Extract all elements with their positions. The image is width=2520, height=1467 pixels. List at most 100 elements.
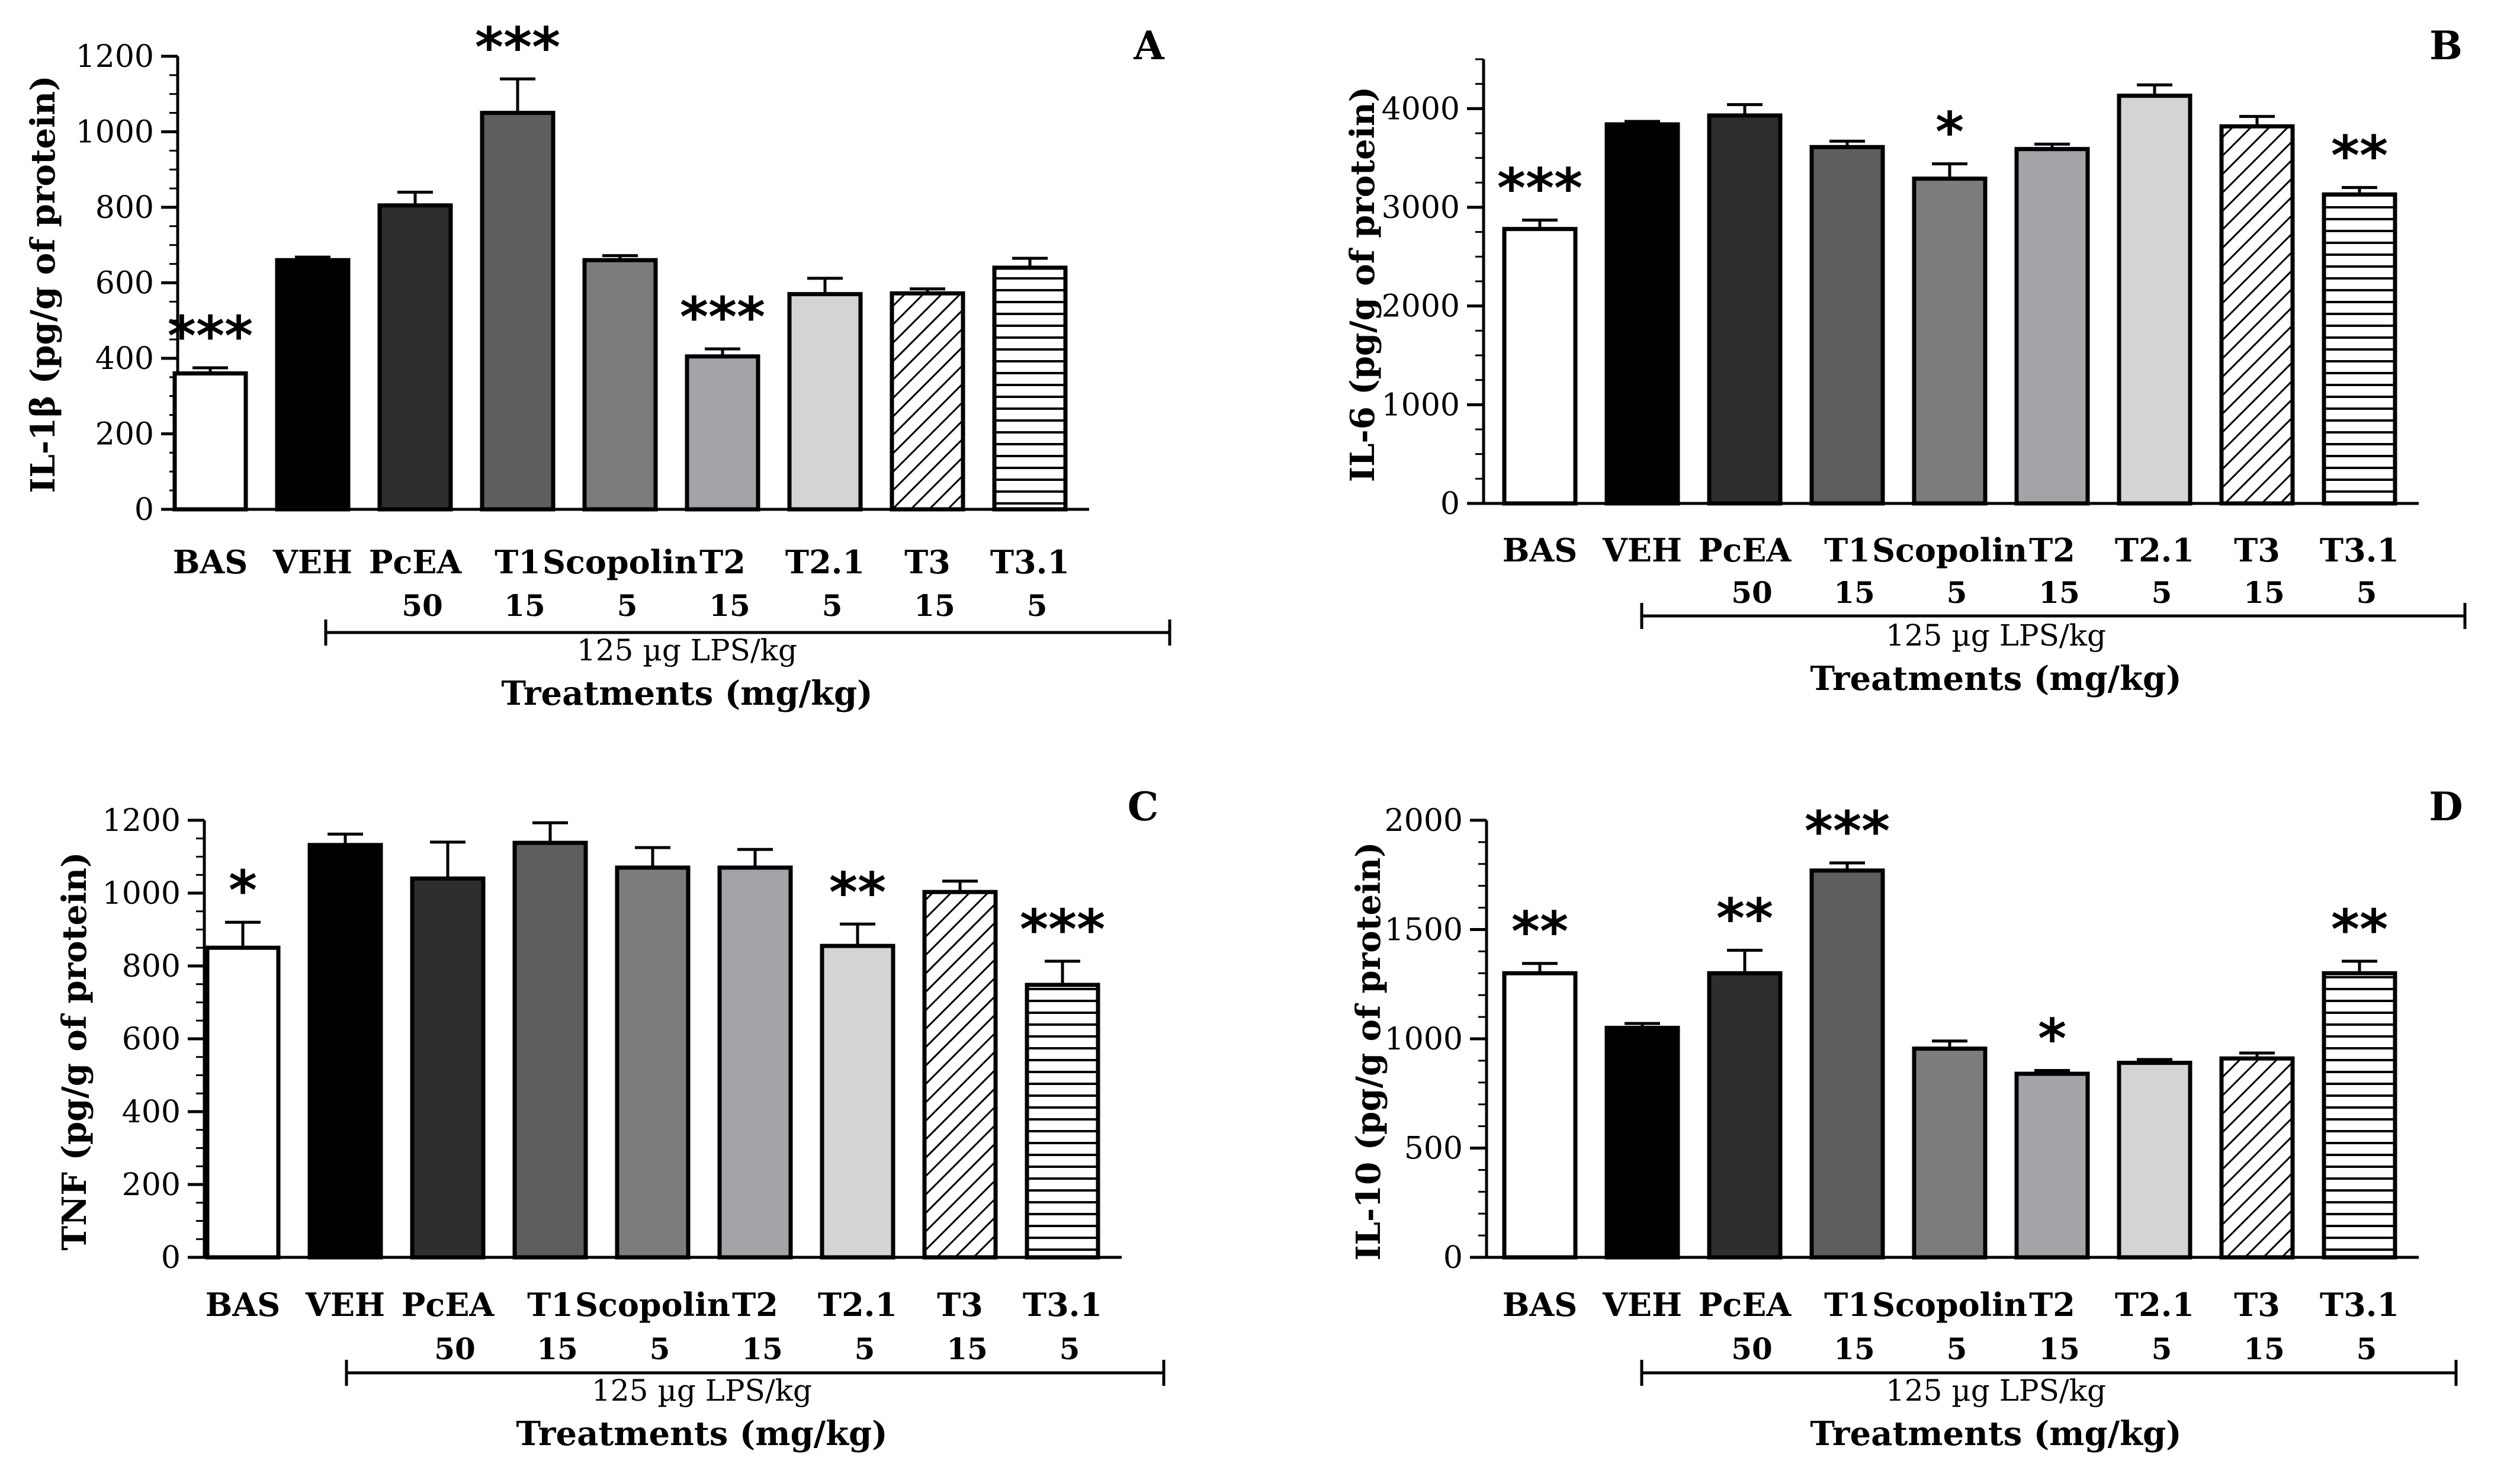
bar-t2-1 [820,943,895,1260]
category-label: T3 [2234,1286,2280,1324]
bar-t3-1 [2322,192,2397,506]
dose-label: 5 [1027,588,1048,623]
category-label: BAS [1503,531,1578,569]
lps-dose-label: 125 µg LPS/kg [1886,1373,2106,1408]
bar-t3-1 [992,265,1068,512]
panel-c: C TNF (pg/g of protein) Treatments (mg/k… [55,784,1166,1453]
panel-letter: C [1128,784,1159,830]
category-label: PcEA [402,1286,495,1324]
dose-label: 15 [2243,1331,2285,1366]
significance-marker: ** [2331,898,2388,961]
y-tick-label: 0 [134,492,154,528]
x-axis-label: Treatments (mg/kg) [516,1414,887,1453]
y-tick-label: 3000 [1382,190,1460,226]
y-tick-label: 0 [1440,486,1460,522]
y-tick-label: 1200 [76,39,154,75]
category-label: Scopolin [575,1286,730,1324]
bar-t1 [1809,145,1885,506]
x-axis-label: Treatments (mg/kg) [1810,1414,2181,1453]
y-axis-label: IL-10 (pg/g of protein) [1349,842,1388,1260]
y-tick-label: 1000 [1382,387,1460,423]
category-label: T3.1 [2320,531,2399,569]
y-tick-label: 200 [95,417,154,452]
bar-pcea [1707,113,1783,506]
lps-dose-label: 125 µg LPS/kg [592,1373,812,1408]
category-label: BAS [173,543,248,581]
y-axis-label: IL-1β (pg/g of protein) [24,75,63,493]
category-label: T3 [904,543,951,581]
category-label: Scopolin [1872,1286,2027,1324]
y-tick-label: 400 [122,1094,181,1130]
significance-marker: *** [680,285,765,349]
y-tick-label: 1500 [1385,913,1463,948]
dose-label: 15 [914,588,955,623]
bar-scopolin [1912,176,1988,506]
dose-label: 50 [1731,575,1773,610]
y-tick-label: 600 [95,266,154,301]
bar-pcea [1707,971,1783,1260]
category-label: T1 [495,543,541,581]
dose-label: 15 [537,1331,578,1366]
dose-label: 50 [1731,1331,1773,1366]
dose-label: 5 [2152,575,2172,610]
bar-t3 [2219,1056,2295,1260]
y-tick-label: 200 [122,1167,181,1203]
category-label: T1 [1824,1286,1870,1324]
category-label: PcEA [1699,531,1792,569]
dose-label: 15 [741,1331,783,1366]
bar-t1 [512,840,588,1260]
dose-label: 5 [650,1331,670,1366]
dose-label: 15 [1834,1331,1875,1366]
bar-t3-1 [2322,971,2397,1260]
dose-label: 15 [1834,575,1875,610]
y-tick-label: 1000 [76,115,154,150]
bar-t2-1 [2117,1061,2192,1260]
category-label: Scopolin [1872,531,2027,569]
bar-t2-1 [787,292,863,512]
dose-label: 15 [946,1331,988,1366]
bar-veh [307,843,383,1260]
category-label: BAS [206,1286,281,1324]
significance-marker: * [229,859,257,922]
dose-label: 50 [434,1331,476,1366]
bar-t2-1 [2117,94,2192,506]
bar-pcea [377,203,453,512]
y-tick-label: 400 [95,341,154,377]
significance-marker: *** [1805,800,1890,863]
y-tick-label: 2000 [1382,289,1460,325]
y-axis-label: IL-6 (pg/g of protein) [1343,86,1382,482]
dose-label: 50 [402,588,443,623]
panel-letter: D [2429,784,2463,830]
bar-t3-1 [1025,983,1100,1260]
panel-letter: B [2429,23,2463,69]
bar-pcea [410,876,486,1260]
significance-marker: ** [829,861,886,924]
category-label: T2.1 [2115,1286,2194,1324]
significance-marker: * [1935,101,1964,164]
dose-label: 5 [2357,1331,2377,1366]
bar-veh [1604,122,1680,506]
category-label: T2.1 [785,543,865,581]
category-label: T2 [2029,531,2075,569]
category-label: T2 [699,543,746,581]
dose-label: 15 [2243,575,2285,610]
bar-veh [1604,1026,1680,1260]
category-label: VEH [305,1286,385,1324]
bar-t2 [717,865,793,1260]
y-tick-label: 0 [1443,1240,1463,1276]
significance-marker: ** [2331,124,2388,188]
x-axis-label: Treatments (mg/kg) [501,674,872,713]
y-tick-label: 1200 [102,803,181,839]
category-label: T3 [2234,531,2280,569]
bar-t1 [480,111,556,512]
y-tick-label: 0 [161,1240,181,1276]
panel-a: A IL-1β (pg/g of protein) Treatments (mg… [24,15,1171,713]
significance-marker: * [2038,1007,2066,1071]
bar-bas [1502,227,1578,506]
dose-label: 15 [709,588,750,623]
significance-marker: ** [1716,887,1773,951]
dose-label: 5 [2152,1331,2172,1366]
category-label: Scopolin [542,543,698,581]
dose-label: 5 [1947,575,1967,610]
